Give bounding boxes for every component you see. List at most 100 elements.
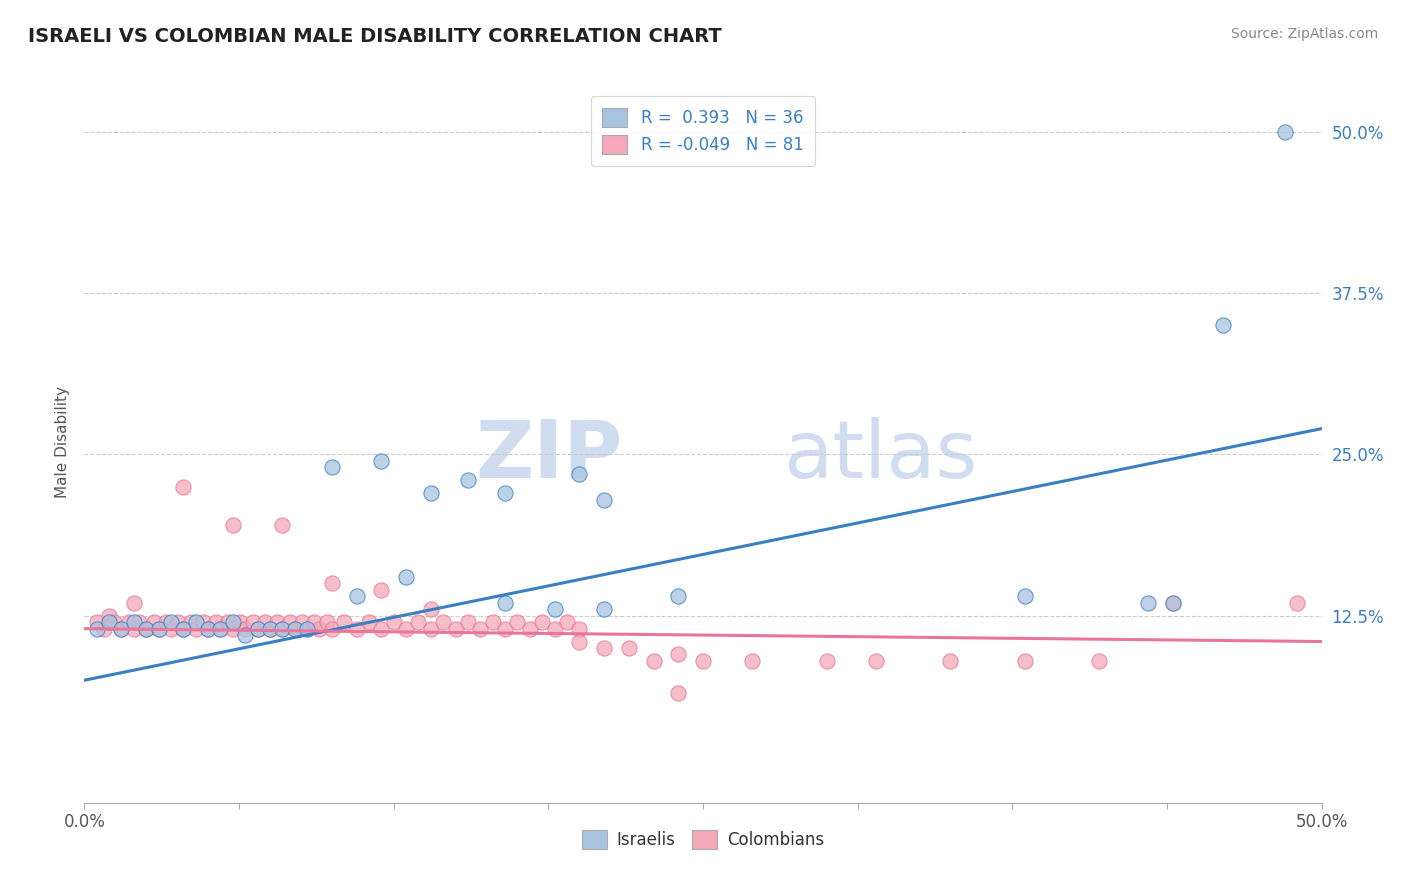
Point — [1274, 125, 1296, 139]
Point — [142, 615, 165, 630]
Point — [357, 615, 380, 630]
Point — [470, 622, 492, 636]
Point — [666, 648, 689, 662]
Point — [1014, 654, 1036, 668]
Point — [197, 622, 219, 636]
Point — [172, 622, 194, 636]
Point — [128, 615, 150, 630]
Point — [233, 622, 256, 636]
Point — [1285, 596, 1308, 610]
Point — [543, 602, 565, 616]
Point — [222, 615, 245, 630]
Point — [246, 622, 269, 636]
Text: ZIP: ZIP — [475, 417, 623, 495]
Legend: Israelis, Colombians: Israelis, Colombians — [575, 823, 831, 856]
Point — [617, 640, 640, 655]
Point — [494, 622, 516, 636]
Point — [86, 615, 108, 630]
Y-axis label: Male Disability: Male Disability — [55, 385, 70, 498]
Point — [180, 615, 202, 630]
Point — [259, 622, 281, 636]
Point — [217, 615, 239, 630]
Point — [304, 615, 326, 630]
Point — [191, 615, 214, 630]
Point — [370, 454, 392, 468]
Point — [93, 622, 115, 636]
Point — [172, 480, 194, 494]
Point — [295, 622, 318, 636]
Point — [184, 615, 207, 630]
Point — [481, 615, 503, 630]
Point — [271, 622, 294, 636]
Point — [209, 622, 232, 636]
Point — [271, 622, 294, 636]
Point — [494, 486, 516, 500]
Point — [395, 570, 418, 584]
Point — [222, 518, 245, 533]
Point — [98, 608, 121, 623]
Point — [543, 622, 565, 636]
Point — [346, 622, 368, 636]
Point — [321, 622, 343, 636]
Point — [266, 615, 288, 630]
Point — [278, 615, 301, 630]
Point — [271, 518, 294, 533]
Point — [333, 615, 356, 630]
Point — [103, 615, 125, 630]
Point — [160, 615, 183, 630]
Point — [197, 622, 219, 636]
Point — [222, 622, 245, 636]
Point — [593, 492, 616, 507]
Point — [741, 654, 763, 668]
Point — [259, 622, 281, 636]
Point — [321, 576, 343, 591]
Text: ISRAELI VS COLOMBIAN MALE DISABILITY CORRELATION CHART: ISRAELI VS COLOMBIAN MALE DISABILITY COR… — [28, 27, 721, 45]
Point — [160, 622, 183, 636]
Point — [531, 615, 554, 630]
Point — [643, 654, 665, 668]
Point — [1014, 590, 1036, 604]
Point — [172, 622, 194, 636]
Point — [233, 628, 256, 642]
Point — [246, 622, 269, 636]
Point — [1161, 596, 1184, 610]
Point — [155, 615, 177, 630]
Point — [457, 615, 479, 630]
Point — [284, 622, 307, 636]
Point — [939, 654, 962, 668]
Point — [291, 615, 314, 630]
Point — [167, 615, 190, 630]
Point — [1137, 596, 1160, 610]
Point — [122, 596, 145, 610]
Point — [284, 622, 307, 636]
Point — [370, 622, 392, 636]
Point — [110, 622, 132, 636]
Point — [568, 467, 591, 481]
Point — [209, 622, 232, 636]
Point — [242, 615, 264, 630]
Point — [148, 622, 170, 636]
Point — [204, 615, 226, 630]
Point — [1212, 318, 1234, 333]
Point — [135, 622, 157, 636]
Point — [122, 615, 145, 630]
Point — [118, 615, 141, 630]
Point — [419, 622, 441, 636]
Point — [308, 622, 330, 636]
Point — [593, 640, 616, 655]
Point — [370, 582, 392, 597]
Point — [494, 596, 516, 610]
Point — [593, 602, 616, 616]
Point — [419, 602, 441, 616]
Point — [519, 622, 541, 636]
Point — [382, 615, 405, 630]
Point — [135, 622, 157, 636]
Point — [865, 654, 887, 668]
Text: Source: ZipAtlas.com: Source: ZipAtlas.com — [1230, 27, 1378, 41]
Point — [184, 622, 207, 636]
Point — [148, 622, 170, 636]
Point — [253, 615, 276, 630]
Point — [86, 622, 108, 636]
Point — [122, 622, 145, 636]
Point — [506, 615, 529, 630]
